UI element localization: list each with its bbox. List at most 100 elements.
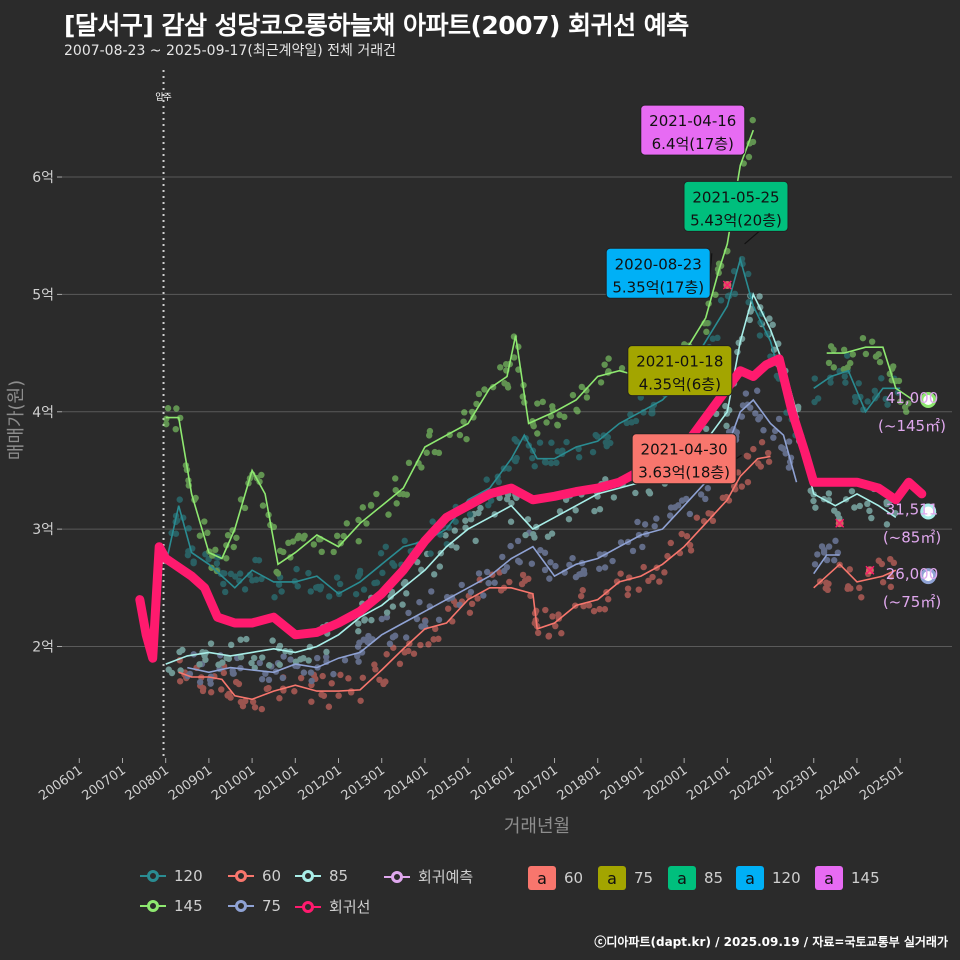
data-point xyxy=(386,640,394,647)
forecast-point-85 xyxy=(920,503,937,520)
forecast-point-75 xyxy=(920,568,937,585)
data-point xyxy=(814,551,821,558)
data-point xyxy=(883,500,891,508)
data-point xyxy=(165,666,172,673)
data-point xyxy=(345,675,352,682)
data-point xyxy=(249,577,256,584)
data-point xyxy=(228,641,235,649)
data-point xyxy=(541,549,549,556)
data-point xyxy=(318,548,325,556)
data-point xyxy=(755,460,762,467)
data-point xyxy=(403,491,411,498)
data-point xyxy=(164,405,172,412)
data-point xyxy=(765,458,773,465)
data-point xyxy=(333,532,341,540)
data-point xyxy=(378,615,385,623)
data-point xyxy=(851,393,859,401)
x-tick-label: 200701 xyxy=(80,763,129,804)
data-point xyxy=(222,588,229,596)
data-point xyxy=(201,518,208,525)
annotation-2021-01-18: 2021-01-18 4.35억(6층) xyxy=(627,345,733,397)
data-point xyxy=(596,565,603,572)
data-point xyxy=(577,592,585,600)
data-point xyxy=(545,632,553,640)
data-point xyxy=(795,403,802,411)
data-point xyxy=(512,457,519,465)
data-point xyxy=(352,590,360,598)
data-point xyxy=(856,502,864,510)
data-point xyxy=(392,475,399,482)
data-point xyxy=(405,459,413,467)
data-point xyxy=(431,448,439,456)
x-tick-label: 201801 xyxy=(555,763,604,804)
data-point xyxy=(417,641,424,649)
data-point xyxy=(849,351,857,358)
data-point xyxy=(461,409,468,416)
annotation-2021-04-30: 2021-04-30 3.63억(18층) xyxy=(631,433,737,485)
data-point xyxy=(475,509,482,517)
crossed-point-x xyxy=(865,565,875,575)
data-point xyxy=(847,585,854,592)
data-point xyxy=(641,521,649,528)
series-line-60 xyxy=(178,455,771,701)
data-point xyxy=(825,543,833,550)
data-point xyxy=(258,676,266,683)
data-point xyxy=(656,578,663,585)
data-point xyxy=(738,483,746,490)
data-point xyxy=(678,530,685,538)
data-point xyxy=(377,550,385,557)
data-point xyxy=(555,611,562,618)
data-point xyxy=(466,609,474,616)
data-point xyxy=(640,563,647,571)
legend-dot xyxy=(302,870,314,882)
legend-label: 75 xyxy=(634,869,654,887)
data-point xyxy=(265,676,273,684)
data-point xyxy=(435,635,442,643)
data-point xyxy=(497,364,504,371)
data-point xyxy=(510,354,518,361)
data-point xyxy=(213,560,221,567)
data-point xyxy=(879,579,887,586)
data-point xyxy=(173,405,180,412)
data-point xyxy=(825,359,833,367)
data-point xyxy=(503,495,511,503)
data-point xyxy=(235,680,243,688)
data-point xyxy=(355,573,362,580)
data-point xyxy=(848,488,856,495)
data-point xyxy=(546,575,553,582)
data-point xyxy=(172,425,179,433)
data-point xyxy=(333,574,341,581)
data-point xyxy=(202,656,209,663)
data-point xyxy=(301,532,308,539)
data-point xyxy=(396,660,404,668)
data-point xyxy=(263,685,271,693)
data-point xyxy=(325,593,333,600)
data-point xyxy=(887,573,895,580)
data-point xyxy=(548,530,556,537)
data-point xyxy=(534,400,541,407)
data-point xyxy=(307,588,314,595)
data-point xyxy=(832,537,839,545)
data-point xyxy=(847,359,854,367)
data-point xyxy=(563,438,570,446)
data-point xyxy=(843,352,851,359)
data-point xyxy=(308,677,315,685)
data-point xyxy=(207,689,215,696)
data-point xyxy=(820,549,828,556)
data-point xyxy=(605,596,612,603)
data-point xyxy=(335,692,342,699)
y-tick-label: 4억 xyxy=(32,405,54,421)
x-tick-label: 201001 xyxy=(209,763,258,804)
data-point xyxy=(610,494,618,501)
data-point xyxy=(453,544,460,551)
data-point xyxy=(405,609,412,617)
data-point xyxy=(383,651,390,658)
data-point xyxy=(811,375,818,382)
data-point xyxy=(307,669,315,676)
annotation-price: 4.35억(6층) xyxy=(639,376,721,394)
data-point xyxy=(534,629,542,637)
annotation-2021-05-25: 2021-05-25 5.43억(20층) xyxy=(683,180,789,232)
data-point xyxy=(358,649,366,656)
data-point xyxy=(319,672,326,680)
data-point xyxy=(887,583,895,591)
